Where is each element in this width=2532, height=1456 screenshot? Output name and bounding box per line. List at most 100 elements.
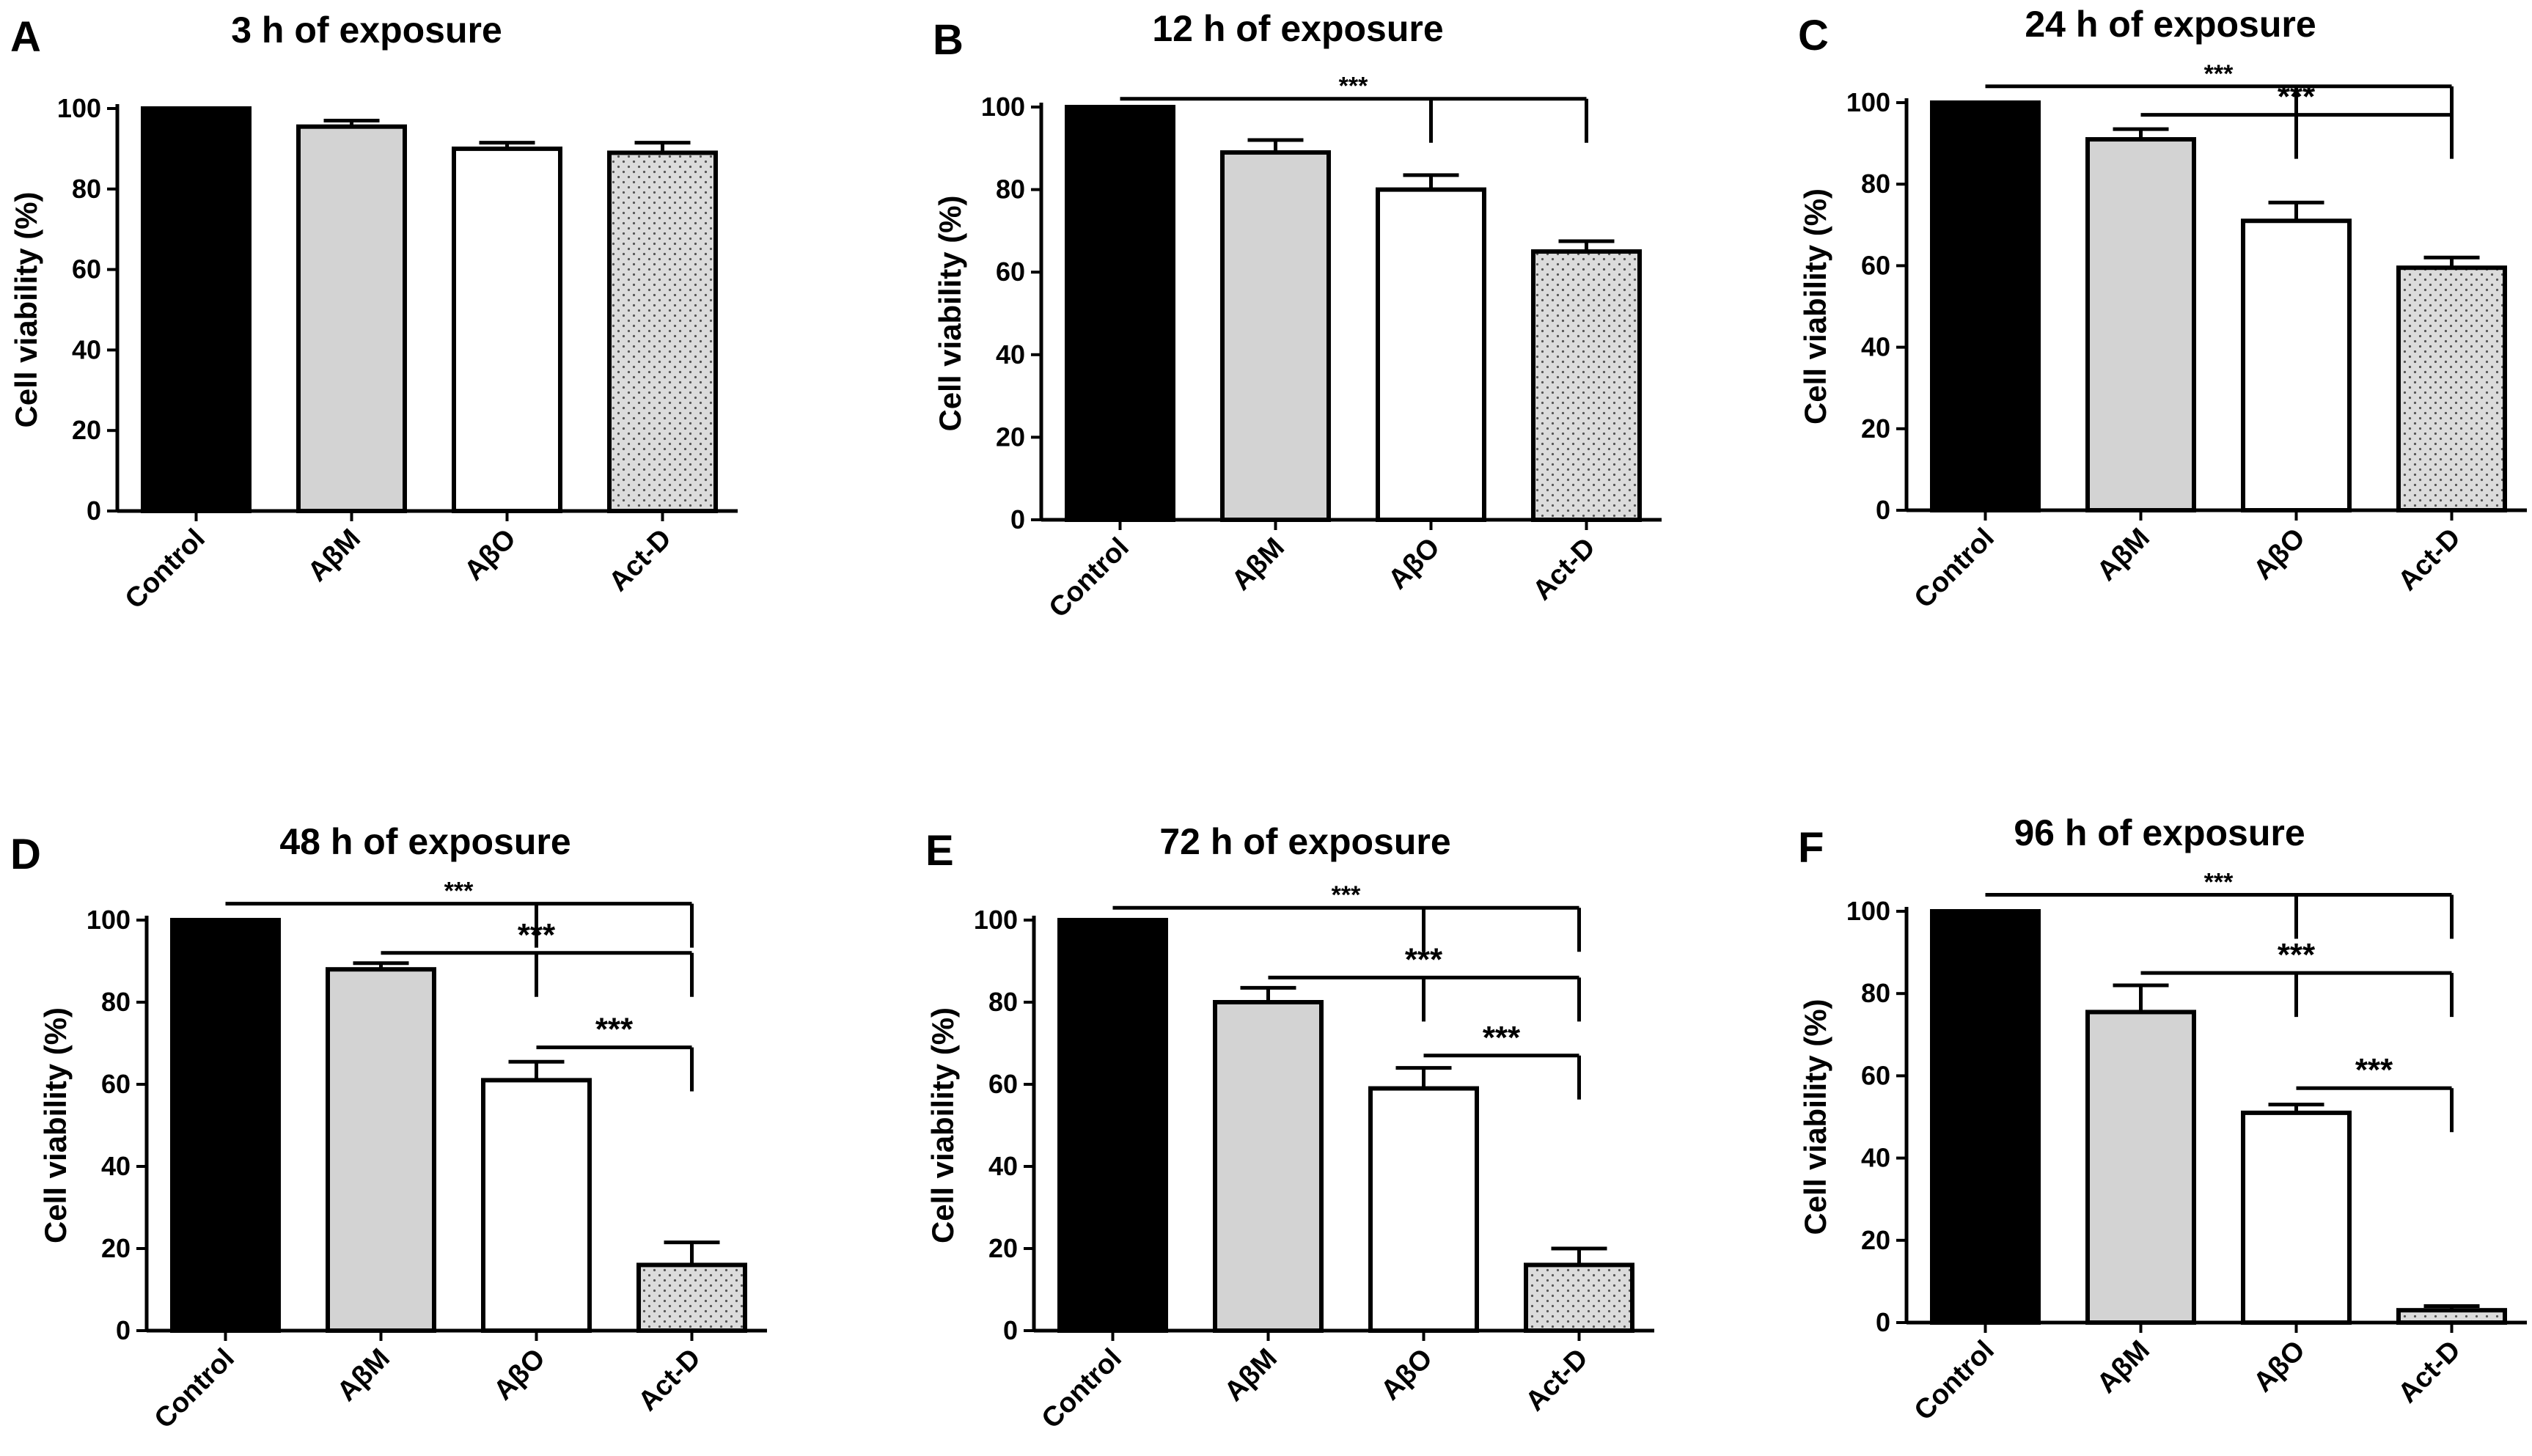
significance-label: *** <box>595 1012 634 1048</box>
bar-abm <box>296 124 407 513</box>
chart-title: 12 h of exposure <box>1152 8 1443 49</box>
y-tick-label: 60 <box>988 1069 1018 1099</box>
x-tick-label: Control <box>1909 1335 2000 1427</box>
y-tick-label: 20 <box>996 422 1025 452</box>
y-tick-label: 60 <box>996 257 1025 287</box>
y-tick-label: 40 <box>72 334 101 364</box>
y-tick-label: 20 <box>72 415 101 445</box>
y-tick-label: 80 <box>1861 978 1890 1008</box>
x-tick-label: Control <box>1043 532 1135 624</box>
y-tick-label: 0 <box>87 496 101 526</box>
bar-actd <box>607 150 718 513</box>
bar-abo <box>1376 187 1486 522</box>
x-tick-label: AβO <box>1375 1343 1438 1406</box>
panel-label: F <box>1798 824 1824 872</box>
significance-label: *** <box>1332 881 1361 909</box>
y-tick-label: 0 <box>116 1315 131 1345</box>
x-tick-label: AβM <box>1219 1343 1283 1408</box>
bar-control <box>1065 105 1175 522</box>
x-tick-label: AβO <box>488 1343 551 1406</box>
chart-title: 48 h of exposure <box>279 821 570 862</box>
significance-label: *** <box>2355 1052 2393 1088</box>
panel-label: D <box>10 831 41 878</box>
y-tick-label: 60 <box>101 1069 131 1099</box>
significance-label: *** <box>2278 79 2316 115</box>
y-tick-label: 0 <box>1010 504 1025 534</box>
bar-abm <box>2085 137 2196 512</box>
y-axis-label: Cell viability (%) <box>9 191 43 427</box>
bar-abo <box>452 146 562 513</box>
y-tick-label: 40 <box>1861 1143 1890 1173</box>
x-tick-label: Control <box>149 1343 241 1435</box>
chart-title: 72 h of exposure <box>1159 821 1450 862</box>
x-tick-label: Act-D <box>1527 532 1601 606</box>
bar-actd <box>1524 1262 1634 1334</box>
x-tick-label: Act-D <box>1520 1343 1594 1417</box>
bar-abm <box>1220 150 1331 522</box>
panel-label: A <box>10 13 41 61</box>
y-axis-label: Cell viability (%) <box>933 195 967 431</box>
y-tick-label: 20 <box>101 1233 131 1263</box>
y-tick-label: 100 <box>981 92 1025 122</box>
panel-label: E <box>925 827 954 875</box>
y-tick-label: 60 <box>72 254 101 284</box>
significance-label: *** <box>444 878 474 905</box>
bar-abo <box>2241 218 2352 512</box>
y-tick-label: 20 <box>988 1233 1018 1263</box>
y-tick-label: 40 <box>996 339 1025 369</box>
chart-panel-f: F 96 h of exposure Cell viability (%) 0 20 40… <box>1798 812 2527 1427</box>
bar-control <box>1930 909 2041 1325</box>
bar-abm <box>326 967 436 1333</box>
significance-label: *** <box>1339 73 1368 100</box>
y-tick-label: 60 <box>1861 1060 1890 1090</box>
chart-panel-d: D 48 h of exposure Cell viability (%) 0 20 40… <box>10 821 767 1435</box>
bar-control <box>1930 100 2041 512</box>
chart-panel-c: C 24 h of exposure Cell viability (%) 0 20 40… <box>1798 4 2527 614</box>
significance-label: *** <box>1405 941 1443 977</box>
bar-actd <box>1531 249 1642 522</box>
y-axis-label: Cell viability (%) <box>38 1007 73 1243</box>
bar-abm <box>2085 1010 2196 1325</box>
x-tick-label: Control <box>1909 523 2000 614</box>
y-tick-label: 100 <box>974 905 1018 935</box>
y-tick-label: 80 <box>988 987 1018 1017</box>
y-tick-label: 0 <box>1876 495 1890 525</box>
chart-panel-b: B 12 h of exposure Cell viability (%) 0 20 40… <box>933 8 1662 624</box>
x-tick-label: AβO <box>1382 532 1445 595</box>
bar-abo <box>481 1078 592 1334</box>
x-tick-label: Act-D <box>603 523 678 598</box>
y-tick-label: 80 <box>101 987 131 1017</box>
y-tick-label: 40 <box>1861 332 1890 362</box>
y-tick-label: 100 <box>87 905 131 935</box>
y-tick-label: 80 <box>996 174 1025 205</box>
x-tick-label: Act-D <box>633 1343 707 1417</box>
x-tick-label: AβO <box>458 523 521 587</box>
significance-label: *** <box>2204 60 2234 88</box>
y-tick-label: 40 <box>101 1151 131 1181</box>
y-tick-label: 100 <box>57 93 101 123</box>
x-tick-label: AβO <box>2247 523 2311 586</box>
chart-panel-e: E 72 h of exposure Cell viability (%) 0 20 40… <box>925 821 1654 1435</box>
x-tick-label: Act-D <box>2393 1335 2467 1409</box>
bar-control <box>170 918 281 1333</box>
bar-actd <box>636 1262 747 1334</box>
bar-abo <box>1368 1086 1479 1333</box>
significance-label: *** <box>1483 1020 1521 1056</box>
y-tick-label: 60 <box>1861 250 1890 280</box>
bar-abm <box>1213 1000 1324 1333</box>
bar-abo <box>2241 1110 2352 1325</box>
chart-title: 3 h of exposure <box>231 10 502 51</box>
y-axis-label: Cell viability (%) <box>1798 999 1832 1235</box>
x-tick-label: AβO <box>2247 1335 2311 1398</box>
x-tick-label: Control <box>1036 1343 1128 1435</box>
x-tick-label: Control <box>120 523 211 615</box>
y-axis-label: Cell viability (%) <box>925 1007 960 1243</box>
chart-panel-a: A 3 h of exposure Cell viability (%) 0 20 40 6… <box>9 10 738 615</box>
y-tick-label: 80 <box>1861 169 1890 199</box>
x-tick-label: Act-D <box>2393 523 2467 597</box>
significance-label: *** <box>2278 937 2316 973</box>
bar-control <box>141 106 252 513</box>
x-tick-label: AβM <box>302 523 367 588</box>
chart-title: 24 h of exposure <box>2025 4 2316 45</box>
